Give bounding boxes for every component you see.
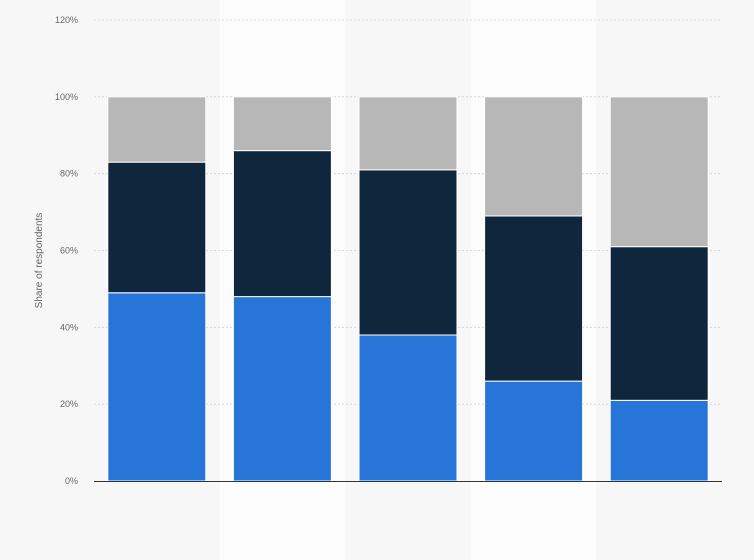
y-tick-label: 60%	[60, 246, 78, 256]
bar-segment-series-2	[232, 150, 332, 298]
bar-segment-series-2	[107, 161, 207, 294]
bar-segment-series-1	[358, 334, 458, 482]
bar-segment-series-1	[232, 296, 332, 482]
bar-segment-series-2	[484, 215, 584, 382]
bar-segment-series-3	[358, 96, 458, 171]
bar-segment-series-3	[107, 96, 207, 163]
bar-segment-series-3	[232, 96, 332, 152]
y-tick-label: 0%	[65, 476, 78, 486]
y-tick-label: 100%	[55, 92, 78, 102]
bar-segment-series-3	[609, 96, 709, 248]
bars	[107, 96, 709, 482]
bar-segment-series-2	[358, 169, 458, 336]
bar-segment-series-2	[609, 246, 709, 401]
y-tick-label: 40%	[60, 322, 78, 332]
y-axis-ticks: 0% 20% 40% 60% 80% 100% 120%	[55, 15, 78, 486]
bar-segment-series-1	[484, 380, 584, 482]
y-tick-label: 80%	[60, 169, 78, 179]
y-axis-title: Share of respondents	[34, 213, 45, 309]
bar-segment-series-1	[107, 292, 207, 482]
y-tick-label: 120%	[55, 15, 78, 25]
bar-segment-series-3	[484, 96, 584, 217]
y-tick-label: 20%	[60, 399, 78, 409]
bar-segment-series-1	[609, 399, 709, 482]
